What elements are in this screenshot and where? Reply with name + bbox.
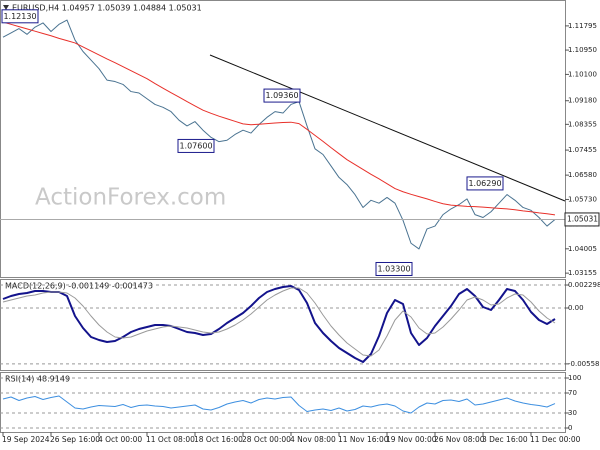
- y-tick-label: 1.07455: [568, 146, 597, 154]
- series-line: [2, 287, 556, 357]
- annotation-label: 1.06290: [468, 179, 501, 188]
- y-tick-label: 1.03155: [568, 269, 597, 277]
- trend-line: [209, 54, 566, 202]
- last-price-label: 1.05031: [567, 214, 598, 223]
- y-tick-label: 70: [568, 389, 577, 397]
- y-tick-label: 1.05730: [568, 195, 597, 203]
- annotation-label: 1.07600: [179, 141, 212, 150]
- annotation-box: [1, 9, 39, 24]
- x-tick-label: 19 Sep 2024: [2, 435, 50, 444]
- watermark: ActionForex.com: [35, 185, 226, 211]
- rsi-panel: [0, 372, 566, 433]
- annotation-label: 1.09360: [265, 91, 298, 100]
- x-tick-label: 26 Nov 08:00: [434, 435, 485, 444]
- x-tick-label: 28 Oct 00:00: [242, 435, 291, 444]
- macd-panel: [0, 279, 566, 371]
- x-tick-label: 11 Nov 16:00: [338, 435, 389, 444]
- y-tick-label: 1.10100: [568, 70, 597, 78]
- x-tick-label: 4 Oct 00:00: [98, 435, 142, 444]
- annotation-box: [263, 88, 301, 103]
- y-tick-label: -0.005589: [568, 360, 600, 368]
- y-tick-label: 100: [568, 374, 581, 382]
- series-line: [2, 21, 556, 216]
- annotation-box: [466, 176, 504, 191]
- x-tick-label: 3 Dec 16:00: [482, 435, 528, 444]
- annotation-box: [375, 261, 413, 276]
- y-tick-label: 1.09180: [568, 97, 597, 105]
- last-price-box: [564, 212, 600, 227]
- y-tick-label: 30: [568, 409, 577, 417]
- series-line: [2, 285, 556, 363]
- x-tick-label: 11 Oct 08:00: [146, 435, 195, 444]
- price-panel: [0, 0, 566, 278]
- x-tick-label: 11 Dec 00:00: [530, 435, 581, 444]
- y-tick-label: 0.00: [568, 304, 584, 312]
- y-tick-label: 1.06580: [568, 171, 597, 179]
- annotation-label: 1.12130: [3, 12, 36, 21]
- y-tick-label: 1.11795: [568, 22, 597, 30]
- symbol-icon: [3, 5, 9, 10]
- annotation-box: [177, 138, 215, 153]
- x-tick-label: 18 Oct 16:00: [194, 435, 243, 444]
- y-tick-label: 1.10950: [568, 46, 597, 54]
- rsi-title: RSI(14) 48.9149: [5, 375, 70, 384]
- y-tick-label: 1.04005: [568, 245, 597, 253]
- annotation-label: 1.03300: [377, 264, 410, 273]
- y-tick-label: 1.08355: [568, 120, 597, 128]
- x-tick-label: 19 Nov 00:00: [386, 435, 437, 444]
- y-tick-label: 0: [568, 424, 572, 432]
- y-tick-label: 0.002298: [568, 281, 600, 289]
- series-line: [2, 395, 556, 414]
- x-tick-label: 4 Nov 08:00: [290, 435, 336, 444]
- macd-title: MACD(12,26,9) -0.001149 -0.001473: [5, 282, 153, 291]
- x-tick-label: 26 Sep 16:00: [50, 435, 100, 444]
- chart-title: EURUSD,H4 1.04957 1.05039 1.04884 1.0503…: [12, 4, 202, 13]
- series-line: [2, 19, 556, 250]
